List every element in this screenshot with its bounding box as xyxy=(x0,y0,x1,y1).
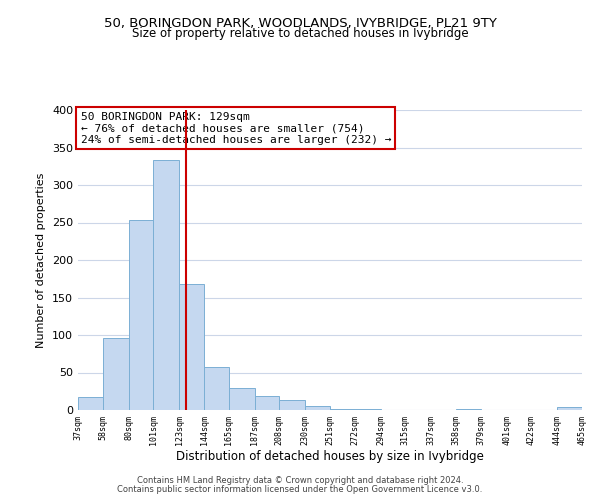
Bar xyxy=(154,160,179,410)
Bar xyxy=(557,407,582,410)
Bar xyxy=(179,284,204,410)
Y-axis label: Number of detached properties: Number of detached properties xyxy=(37,172,46,348)
Bar xyxy=(330,409,355,410)
X-axis label: Distribution of detached houses by size in Ivybridge: Distribution of detached houses by size … xyxy=(176,450,484,464)
Text: Contains HM Land Registry data © Crown copyright and database right 2024.: Contains HM Land Registry data © Crown c… xyxy=(137,476,463,485)
Bar xyxy=(103,338,128,410)
Text: 50 BORINGDON PARK: 129sqm
← 76% of detached houses are smaller (754)
24% of semi: 50 BORINGDON PARK: 129sqm ← 76% of detac… xyxy=(80,112,391,144)
Bar xyxy=(204,366,229,410)
Text: Size of property relative to detached houses in Ivybridge: Size of property relative to detached ho… xyxy=(131,28,469,40)
Bar xyxy=(456,409,481,410)
Bar xyxy=(229,388,254,410)
Text: 50, BORINGDON PARK, WOODLANDS, IVYBRIDGE, PL21 9TY: 50, BORINGDON PARK, WOODLANDS, IVYBRIDGE… xyxy=(104,18,496,30)
Text: Contains public sector information licensed under the Open Government Licence v3: Contains public sector information licen… xyxy=(118,485,482,494)
Bar xyxy=(305,406,330,410)
Bar xyxy=(254,396,280,410)
Bar xyxy=(355,409,380,410)
Bar xyxy=(280,400,305,410)
Bar xyxy=(128,220,154,410)
Bar xyxy=(78,396,103,410)
